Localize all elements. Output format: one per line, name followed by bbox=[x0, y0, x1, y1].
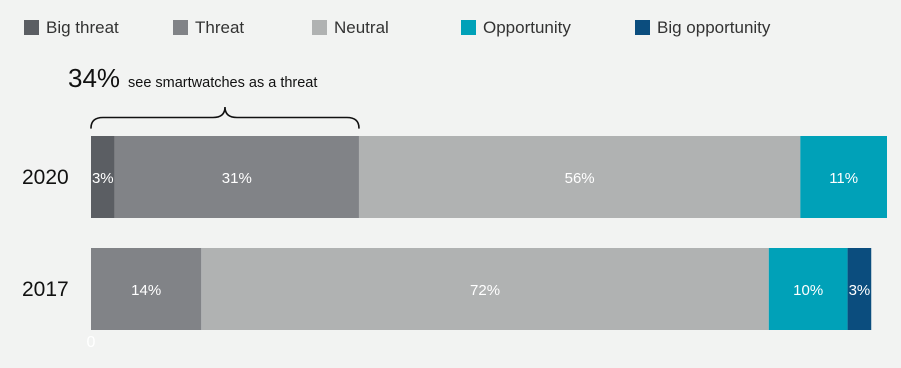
bar-value-label-2020-big-threat: 3% bbox=[92, 170, 114, 187]
legend-label-neutral: Neutral bbox=[334, 18, 389, 37]
bar-2017-threat bbox=[91, 248, 202, 330]
legend-swatch-opportunity bbox=[461, 20, 476, 35]
legend-swatch-big-opportunity bbox=[635, 20, 650, 35]
bar-value-label-2020-opportunity: 11% bbox=[829, 170, 858, 187]
bar-2020-opportunity bbox=[800, 136, 887, 218]
bar-2020-threat bbox=[114, 136, 359, 218]
legend-swatch-big-threat bbox=[24, 20, 39, 35]
bar-value-label-2017-threat: 14% bbox=[131, 282, 161, 299]
bar-value-label-2017-opportunity: 10% bbox=[793, 282, 823, 299]
annotation-value: 34% bbox=[68, 63, 120, 93]
bar-value-label-2017-neutral: 72% bbox=[470, 282, 500, 299]
bar-2017-big-opportunity bbox=[847, 248, 872, 330]
legend-label-big-threat: Big threat bbox=[46, 18, 119, 37]
annotation-text: see smartwatches as a threat bbox=[128, 75, 317, 91]
category-labels: 2020 2017 bbox=[22, 166, 69, 301]
bar-2020-big-threat bbox=[91, 136, 115, 218]
legend-label-threat: Threat bbox=[195, 18, 244, 37]
bar-value-label-2017-big-opportunity: 3% bbox=[849, 282, 871, 299]
category-label-2017: 2017 bbox=[22, 278, 69, 301]
bars bbox=[91, 136, 887, 330]
legend-label-big-opportunity: Big opportunity bbox=[657, 18, 771, 37]
legend-label-opportunity: Opportunity bbox=[483, 18, 571, 37]
legend-swatch-threat bbox=[173, 20, 188, 35]
bar-2020-neutral bbox=[358, 136, 801, 218]
bar-2017-neutral bbox=[201, 248, 769, 330]
bar-labels: 3% 31% 56% 11% 14% 72% 10% 3% bbox=[92, 170, 870, 299]
category-label-2020: 2020 bbox=[22, 166, 69, 189]
bar-2017-opportunity bbox=[768, 248, 848, 330]
legend: Big threat Threat Neutral Opportunity Big op… bbox=[24, 18, 771, 37]
bar-value-label-2020-neutral: 56% bbox=[565, 170, 595, 187]
annotation-brace bbox=[90, 106, 360, 129]
x-axis-tick-zero: 0 bbox=[87, 334, 96, 351]
bar-value-label-2020-threat: 31% bbox=[222, 170, 252, 187]
threat-annotation: 34% see smartwatches as a threat bbox=[68, 63, 360, 129]
legend-swatch-neutral bbox=[312, 20, 327, 35]
